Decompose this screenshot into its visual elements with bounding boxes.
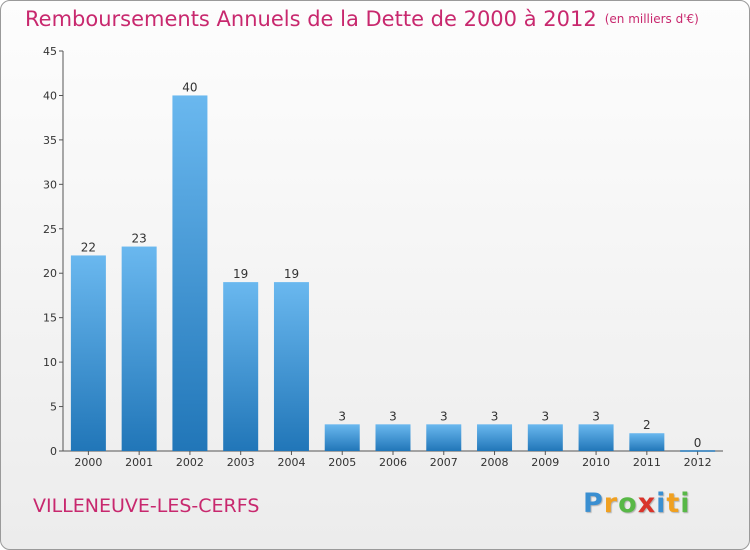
y-tick-label: 25 [43, 223, 57, 236]
bar [223, 282, 259, 451]
x-tick-label: 2004 [277, 456, 305, 469]
unit-text: (en milliers d'€) [604, 12, 699, 26]
x-tick-label: 2006 [379, 456, 407, 469]
data-label: 22 [81, 240, 96, 254]
data-label: 3 [440, 409, 448, 423]
bar [578, 424, 614, 451]
x-tick-label: 2003 [227, 456, 255, 469]
y-tick-label: 35 [43, 134, 57, 147]
title-text: Remboursements Annuels de la Dette de 20… [25, 7, 597, 31]
y-tick-label: 15 [43, 312, 57, 325]
bar [324, 424, 360, 451]
data-label: 19 [233, 267, 248, 281]
x-tick-label: 2010 [582, 456, 610, 469]
data-label: 3 [338, 409, 346, 423]
x-tick-label: 2002 [176, 456, 204, 469]
bar [426, 424, 462, 451]
chart-title: Remboursements Annuels de la Dette de 20… [25, 7, 699, 31]
bar [375, 424, 411, 451]
data-label: 3 [389, 409, 397, 423]
x-tick-label: 2009 [531, 456, 559, 469]
y-tick-label: 0 [50, 445, 57, 458]
x-tick-label: 2007 [430, 456, 458, 469]
data-label: 19 [284, 267, 299, 281]
bar [70, 255, 106, 451]
data-label: 3 [541, 409, 549, 423]
proxiti-logo: Proxiti [583, 488, 691, 519]
data-label: 0 [694, 436, 702, 450]
y-tick-label: 10 [43, 356, 57, 369]
bar [629, 433, 665, 451]
x-tick-label: 2012 [684, 456, 712, 469]
logo-letter: i [680, 488, 691, 519]
y-tick-label: 5 [50, 401, 57, 414]
logo-letter: x [637, 488, 657, 519]
bar [477, 424, 513, 451]
x-tick-label: 2001 [125, 456, 153, 469]
y-tick-label: 30 [43, 178, 57, 191]
y-tick-label: 20 [43, 267, 57, 280]
logo-letter: r [603, 488, 619, 519]
logo-letter: i [656, 488, 667, 519]
y-tick-label: 45 [43, 45, 57, 58]
logo-letter: o [618, 488, 638, 519]
data-label: 3 [491, 409, 499, 423]
x-tick-label: 2011 [633, 456, 661, 469]
data-label: 23 [132, 232, 147, 246]
commune-name: VILLENEUVE-LES-CERFS [33, 495, 260, 517]
bar [172, 95, 208, 451]
x-tick-label: 2008 [481, 456, 509, 469]
data-label: 2 [643, 418, 651, 432]
labels: 2000222001232002402003192004192005320063… [74, 80, 711, 469]
data-label: 3 [592, 409, 600, 423]
data-label: 40 [182, 80, 197, 94]
logo-letter: P [583, 488, 604, 519]
x-tick-label: 2005 [328, 456, 356, 469]
bars [70, 95, 716, 452]
logo-letter: t [666, 488, 681, 519]
x-tick-label: 2000 [74, 456, 102, 469]
bar [527, 424, 563, 451]
bar [273, 282, 309, 451]
bar [121, 246, 157, 451]
y-tick-label: 40 [43, 89, 57, 102]
